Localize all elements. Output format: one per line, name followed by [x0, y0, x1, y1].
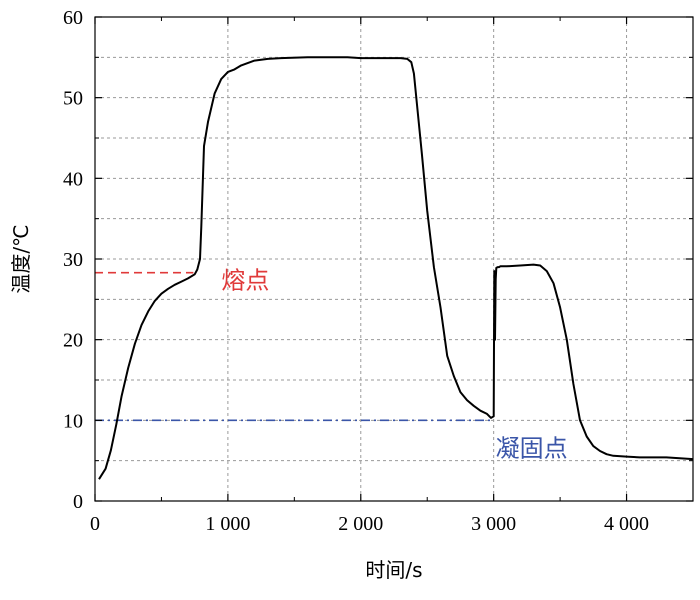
x-tick-labels: 0 1 000 2 000 3 000 4 000	[90, 513, 649, 535]
x-tick-label: 1 000	[205, 513, 250, 535]
y-tick-label: 20	[63, 330, 83, 352]
temperature-series-line	[98, 56, 694, 480]
y-tick-label: 10	[63, 410, 83, 432]
y-tick-label: 40	[63, 168, 83, 190]
reference-line-label: 凝固点	[496, 434, 568, 462]
x-tick-label: 2 000	[338, 513, 383, 535]
series-layer	[98, 56, 694, 480]
y-tick-label: 30	[63, 249, 83, 271]
x-tick-label: 3 000	[471, 513, 516, 535]
plot-frame	[94, 16, 694, 502]
x-axis-label: 时间/s	[365, 558, 422, 582]
y-tick-label: 60	[63, 7, 83, 29]
reference-line-label: 熔点	[221, 267, 269, 295]
x-tick-label: 4 000	[604, 513, 649, 535]
y-axis-label: 温度/℃	[9, 224, 33, 293]
x-tick-label: 0	[90, 513, 100, 535]
reference-lines	[95, 271, 494, 422]
y-tick-labels: 0 10 20 30 40 50 60	[63, 7, 83, 513]
axis-ticks	[94, 16, 693, 502]
y-tick-label: 50	[63, 88, 83, 110]
y-tick-label: 0	[73, 491, 83, 513]
grid-lines	[95, 17, 693, 501]
